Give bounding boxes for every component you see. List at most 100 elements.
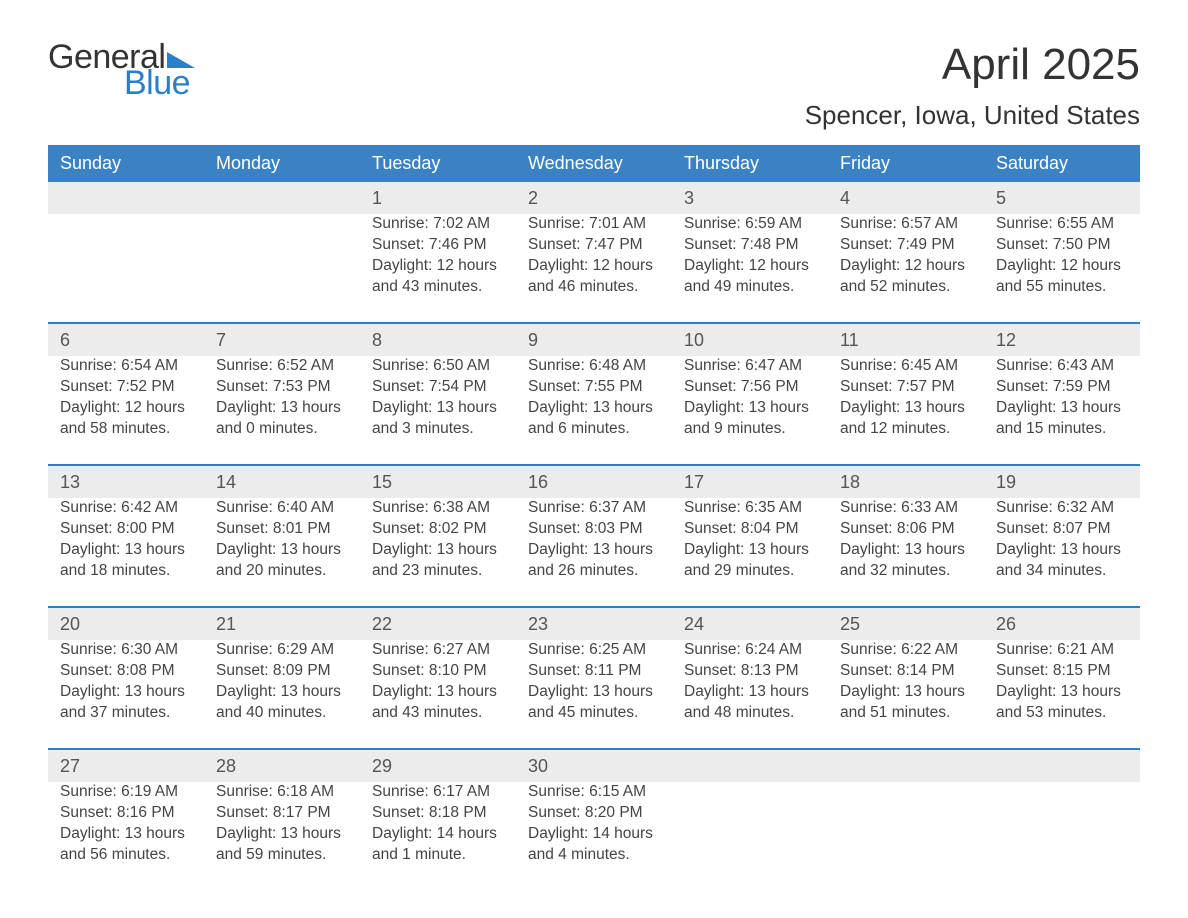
day-number-cell: 18 — [828, 465, 984, 498]
sunset-line: Sunset: 8:09 PM — [216, 661, 348, 682]
daylight-line: Daylight: 13 hours and 23 minutes. — [372, 540, 504, 582]
sunset-line: Sunset: 8:10 PM — [372, 661, 504, 682]
day-detail-cell: Sunrise: 6:38 AMSunset: 8:02 PMDaylight:… — [360, 498, 516, 607]
day-number-cell: 4 — [828, 182, 984, 214]
sunrise-line: Sunrise: 6:22 AM — [840, 640, 972, 661]
sunrise-line: Sunrise: 6:48 AM — [528, 356, 660, 377]
day-detail-cell: Sunrise: 6:32 AMSunset: 8:07 PMDaylight:… — [984, 498, 1140, 607]
day-detail-cell: Sunrise: 6:18 AMSunset: 8:17 PMDaylight:… — [204, 782, 360, 890]
daylight-line: Daylight: 13 hours and 6 minutes. — [528, 398, 660, 440]
sunrise-line: Sunrise: 6:47 AM — [684, 356, 816, 377]
day-detail-cell — [672, 782, 828, 890]
day-number-cell: 16 — [516, 465, 672, 498]
day-number-cell: 8 — [360, 323, 516, 356]
sunset-line: Sunset: 8:06 PM — [840, 519, 972, 540]
day-detail-cell: Sunrise: 6:27 AMSunset: 8:10 PMDaylight:… — [360, 640, 516, 749]
detail-row: Sunrise: 6:30 AMSunset: 8:08 PMDaylight:… — [48, 640, 1140, 749]
day-detail-cell — [984, 782, 1140, 890]
daylight-line: Daylight: 13 hours and 18 minutes. — [60, 540, 192, 582]
sunset-line: Sunset: 8:18 PM — [372, 803, 504, 824]
day-detail-cell — [204, 214, 360, 323]
day-detail-cell: Sunrise: 6:19 AMSunset: 8:16 PMDaylight:… — [48, 782, 204, 890]
daylight-line: Daylight: 13 hours and 20 minutes. — [216, 540, 348, 582]
sunset-line: Sunset: 8:08 PM — [60, 661, 192, 682]
sunrise-line: Sunrise: 6:54 AM — [60, 356, 192, 377]
day-detail-cell: Sunrise: 6:43 AMSunset: 7:59 PMDaylight:… — [984, 356, 1140, 465]
daynum-row: 12345 — [48, 182, 1140, 214]
sunrise-line: Sunrise: 6:57 AM — [840, 214, 972, 235]
daylight-line: Daylight: 13 hours and 0 minutes. — [216, 398, 348, 440]
day-number-cell: 1 — [360, 182, 516, 214]
logo-text-blue: Blue — [124, 66, 195, 100]
sunset-line: Sunset: 8:07 PM — [996, 519, 1128, 540]
daylight-line: Daylight: 12 hours and 52 minutes. — [840, 256, 972, 298]
sunset-line: Sunset: 7:53 PM — [216, 377, 348, 398]
sunset-line: Sunset: 8:17 PM — [216, 803, 348, 824]
detail-row: Sunrise: 6:54 AMSunset: 7:52 PMDaylight:… — [48, 356, 1140, 465]
daylight-line: Daylight: 12 hours and 46 minutes. — [528, 256, 660, 298]
day-number-cell: 10 — [672, 323, 828, 356]
day-detail-cell: Sunrise: 6:22 AMSunset: 8:14 PMDaylight:… — [828, 640, 984, 749]
sunrise-line: Sunrise: 6:19 AM — [60, 782, 192, 803]
sunrise-line: Sunrise: 6:29 AM — [216, 640, 348, 661]
daylight-line: Daylight: 13 hours and 53 minutes. — [996, 682, 1128, 724]
daylight-line: Daylight: 13 hours and 51 minutes. — [840, 682, 972, 724]
day-number-cell: 30 — [516, 749, 672, 782]
daylight-line: Daylight: 13 hours and 59 minutes. — [216, 824, 348, 866]
daynum-row: 6789101112 — [48, 323, 1140, 356]
day-detail-cell: Sunrise: 6:59 AMSunset: 7:48 PMDaylight:… — [672, 214, 828, 323]
sunset-line: Sunset: 8:13 PM — [684, 661, 816, 682]
day-detail-cell: Sunrise: 6:55 AMSunset: 7:50 PMDaylight:… — [984, 214, 1140, 323]
day-detail-cell: Sunrise: 6:52 AMSunset: 7:53 PMDaylight:… — [204, 356, 360, 465]
day-number-cell — [828, 749, 984, 782]
day-number-cell: 26 — [984, 607, 1140, 640]
day-detail-cell: Sunrise: 6:33 AMSunset: 8:06 PMDaylight:… — [828, 498, 984, 607]
sunrise-line: Sunrise: 6:21 AM — [996, 640, 1128, 661]
sunset-line: Sunset: 7:48 PM — [684, 235, 816, 256]
day-number-cell — [672, 749, 828, 782]
sunrise-line: Sunrise: 6:33 AM — [840, 498, 972, 519]
day-number-cell — [204, 182, 360, 214]
day-number-cell: 21 — [204, 607, 360, 640]
daynum-row: 20212223242526 — [48, 607, 1140, 640]
sunrise-line: Sunrise: 6:50 AM — [372, 356, 504, 377]
weekday-header: Tuesday — [360, 145, 516, 182]
daylight-line: Daylight: 12 hours and 58 minutes. — [60, 398, 192, 440]
sunset-line: Sunset: 7:56 PM — [684, 377, 816, 398]
sunset-line: Sunset: 8:20 PM — [528, 803, 660, 824]
detail-row: Sunrise: 7:02 AMSunset: 7:46 PMDaylight:… — [48, 214, 1140, 323]
logo: General Blue — [48, 40, 195, 100]
sunset-line: Sunset: 8:11 PM — [528, 661, 660, 682]
sunrise-line: Sunrise: 7:01 AM — [528, 214, 660, 235]
day-detail-cell: Sunrise: 6:15 AMSunset: 8:20 PMDaylight:… — [516, 782, 672, 890]
day-detail-cell: Sunrise: 6:30 AMSunset: 8:08 PMDaylight:… — [48, 640, 204, 749]
daylight-line: Daylight: 13 hours and 34 minutes. — [996, 540, 1128, 582]
weekday-header: Thursday — [672, 145, 828, 182]
weekday-header: Wednesday — [516, 145, 672, 182]
day-number-cell: 9 — [516, 323, 672, 356]
title-block: April 2025 Spencer, Iowa, United States — [805, 40, 1140, 131]
day-detail-cell: Sunrise: 6:50 AMSunset: 7:54 PMDaylight:… — [360, 356, 516, 465]
detail-row: Sunrise: 6:42 AMSunset: 8:00 PMDaylight:… — [48, 498, 1140, 607]
sunrise-line: Sunrise: 6:18 AM — [216, 782, 348, 803]
day-detail-cell: Sunrise: 7:01 AMSunset: 7:47 PMDaylight:… — [516, 214, 672, 323]
weekday-header: Monday — [204, 145, 360, 182]
day-detail-cell: Sunrise: 6:47 AMSunset: 7:56 PMDaylight:… — [672, 356, 828, 465]
daylight-line: Daylight: 12 hours and 43 minutes. — [372, 256, 504, 298]
day-number-cell: 2 — [516, 182, 672, 214]
header: General Blue April 2025 Spencer, Iowa, U… — [48, 40, 1140, 131]
daylight-line: Daylight: 13 hours and 43 minutes. — [372, 682, 504, 724]
sunset-line: Sunset: 7:55 PM — [528, 377, 660, 398]
day-number-cell: 27 — [48, 749, 204, 782]
sunset-line: Sunset: 7:52 PM — [60, 377, 192, 398]
day-detail-cell: Sunrise: 6:37 AMSunset: 8:03 PMDaylight:… — [516, 498, 672, 607]
sunrise-line: Sunrise: 6:17 AM — [372, 782, 504, 803]
day-number-cell — [48, 182, 204, 214]
daylight-line: Daylight: 13 hours and 56 minutes. — [60, 824, 192, 866]
sunrise-line: Sunrise: 6:43 AM — [996, 356, 1128, 377]
sunset-line: Sunset: 8:02 PM — [372, 519, 504, 540]
detail-row: Sunrise: 6:19 AMSunset: 8:16 PMDaylight:… — [48, 782, 1140, 890]
sunset-line: Sunset: 7:50 PM — [996, 235, 1128, 256]
day-detail-cell — [828, 782, 984, 890]
sunset-line: Sunset: 7:49 PM — [840, 235, 972, 256]
